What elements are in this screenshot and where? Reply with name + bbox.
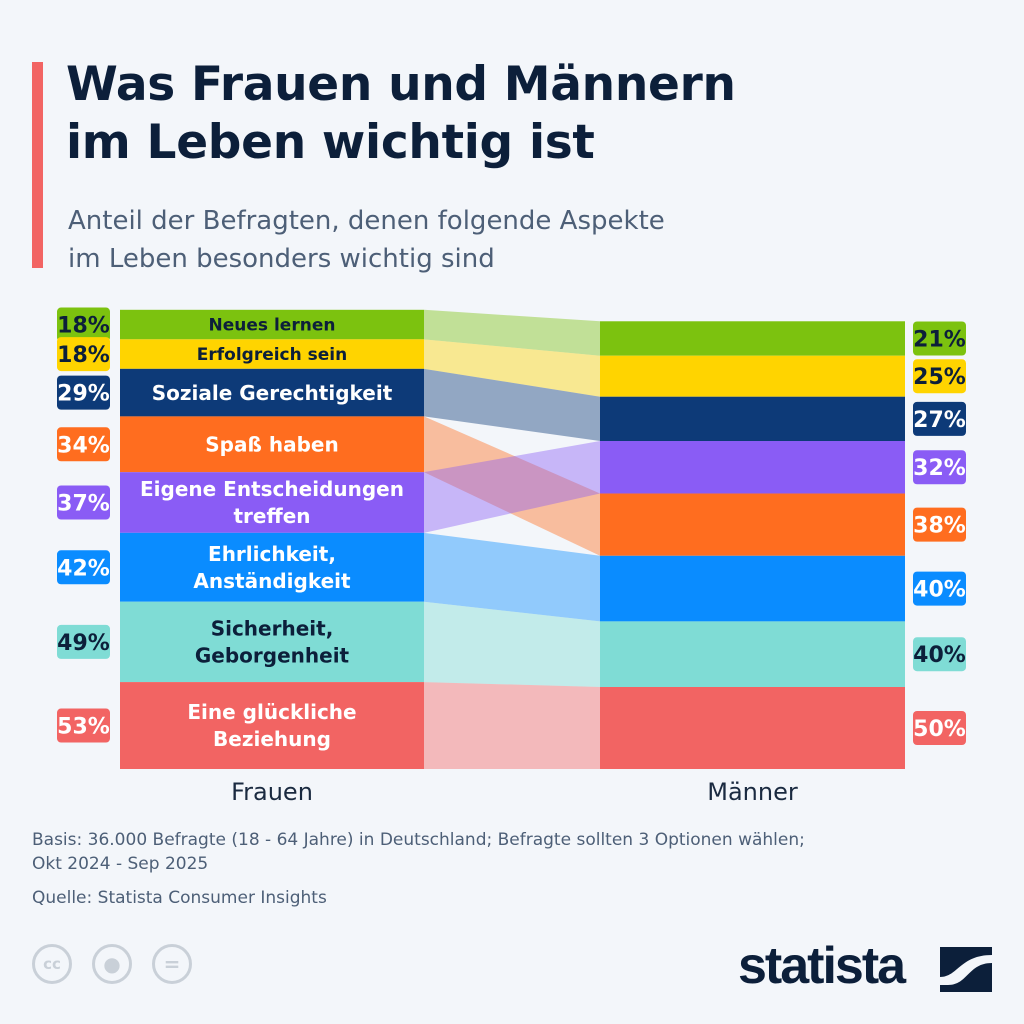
frauen-value-label-bg xyxy=(57,375,110,410)
maenner-value-label-bg xyxy=(913,359,966,394)
flow-connector xyxy=(424,416,600,556)
subtitle-line-1: Anteil der Befragten, denen folgende Asp… xyxy=(68,206,665,236)
maenner-bar-segment xyxy=(600,687,905,769)
frauen-value-label-bg xyxy=(57,485,110,520)
maenner-bar-segment xyxy=(600,441,905,494)
maenner-value-label: 21% xyxy=(913,328,966,353)
flow-connector xyxy=(424,441,600,533)
frauen-value-label: 34% xyxy=(57,433,110,458)
sankey-chart: Neues lernen 18% 21% Erfolgreich sein 18% 25%… xyxy=(57,307,966,806)
maenner-bar-segment xyxy=(600,355,905,397)
category-label: Spaß haben xyxy=(205,432,338,456)
column-label-frauen: Frauen xyxy=(231,778,313,806)
category-label: Eine glückliche xyxy=(187,700,356,724)
maenner-value-label: 40% xyxy=(913,643,966,668)
maenner-value-label-bg xyxy=(913,321,966,356)
frauen-value-label: 29% xyxy=(57,382,110,407)
subtitle: Anteil der Befragten, denen folgende Asp… xyxy=(68,202,665,278)
maenner-value-label: 38% xyxy=(913,514,966,539)
frauen-bar-segment xyxy=(120,416,424,473)
maenner-value-label: 25% xyxy=(913,365,966,390)
basis-line-1: Basis: 36.000 Befragte (18 - 64 Jahre) i… xyxy=(32,830,805,850)
frauen-value-label: 18% xyxy=(57,314,110,339)
category-label: Sicherheit, xyxy=(211,617,334,641)
maenner-bar-segment xyxy=(600,555,905,622)
frauen-bar-segment xyxy=(120,339,424,369)
footer-basis: Basis: 36.000 Befragte (18 - 64 Jahre) i… xyxy=(32,828,805,876)
maenner-value-label: 32% xyxy=(913,456,966,481)
footer-source: Quelle: Statista Consumer Insights xyxy=(32,888,327,908)
category-label: Neues lernen xyxy=(209,316,336,336)
category-label: Eigene Entscheidungen xyxy=(140,477,404,501)
maenner-value-label-bg xyxy=(913,401,966,436)
frauen-bar-segment xyxy=(120,368,424,417)
frauen-value-label: 49% xyxy=(57,631,110,656)
maenner-bar-segment xyxy=(600,493,905,556)
maenner-bar-segment xyxy=(600,621,905,687)
category-label: Erfolgreich sein xyxy=(197,345,348,365)
subtitle-line-2: im Leben besonders wichtig sind xyxy=(68,244,495,274)
frauen-bar-segment xyxy=(120,682,424,769)
maenner-value-label: 27% xyxy=(913,408,966,433)
category-label: Ehrlichkeit, xyxy=(208,542,336,566)
frauen-value-label: 53% xyxy=(57,715,110,740)
frauen-value-label-bg xyxy=(57,337,110,372)
maenner-value-label-bg xyxy=(913,711,966,745)
title-accent-bar xyxy=(32,62,43,268)
category-label: treffen xyxy=(234,504,311,528)
no-derivatives-icon[interactable]: = xyxy=(152,944,192,984)
maenner-bar-segment xyxy=(600,396,905,441)
title-line-1: Was Frauen und Männern xyxy=(66,57,736,112)
flow-connector xyxy=(424,682,600,769)
category-label: Anständigkeit xyxy=(193,569,351,593)
frauen-value-label-bg xyxy=(57,708,110,743)
flow-connector xyxy=(424,601,600,687)
frauen-bar-segment xyxy=(120,532,424,602)
flow-connector xyxy=(424,532,600,622)
title-line-2: im Leben wichtig ist xyxy=(66,115,595,170)
frauen-value-label-bg xyxy=(57,550,110,585)
flow-connector xyxy=(424,368,600,441)
frauen-bar-segment xyxy=(120,472,424,533)
maenner-value-label-bg xyxy=(913,450,966,485)
flow-connector xyxy=(424,339,600,397)
frauen-value-label: 42% xyxy=(57,556,110,581)
maenner-value-label: 50% xyxy=(913,717,966,742)
attribution-icon[interactable]: ● xyxy=(92,944,132,984)
category-label: Geborgenheit xyxy=(195,644,350,668)
statista-logo-mark xyxy=(940,947,992,992)
basis-line-2: Okt 2024 - Sep 2025 xyxy=(32,854,209,874)
frauen-value-label: 18% xyxy=(57,343,110,368)
frauen-value-label: 37% xyxy=(57,492,110,517)
maenner-value-label-bg xyxy=(913,637,966,672)
frauen-value-label-bg xyxy=(57,307,110,342)
frauen-bar-segment xyxy=(120,601,424,683)
frauen-bar-segment xyxy=(120,309,424,340)
maenner-value-label: 40% xyxy=(913,578,966,603)
statista-logo[interactable]: statista xyxy=(738,937,906,995)
column-label-maenner: Männer xyxy=(707,778,798,806)
maenner-value-label-bg xyxy=(913,571,966,606)
frauen-value-label-bg xyxy=(57,624,110,659)
page-title: Was Frauen und Männern im Leben wichtig … xyxy=(66,56,736,172)
frauen-value-label-bg xyxy=(57,427,110,462)
cc-icon[interactable]: cc xyxy=(32,944,72,984)
maenner-bar-segment xyxy=(600,321,905,356)
category-label: Soziale Gerechtigkeit xyxy=(152,381,393,405)
category-label: Beziehung xyxy=(213,727,331,751)
flow-connector xyxy=(424,309,600,356)
maenner-value-label-bg xyxy=(913,507,966,542)
